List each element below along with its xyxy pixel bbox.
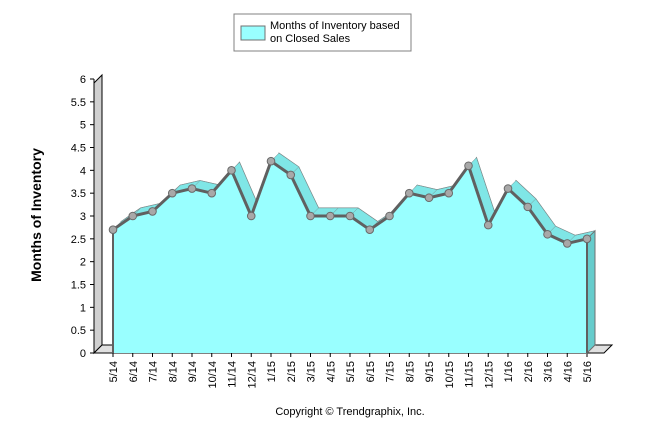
y-ticks: 0 0.5 1 1.5 2 2.5 3 3.5 4 4.5 5 5.5 6 [71, 74, 94, 360]
legend-label-line1: Months of Inventory based [270, 20, 400, 32]
data-point-3/16 [543, 229, 552, 239]
area-right-face [586, 229, 596, 355]
data-point-1/16 [503, 184, 513, 193]
data-point-7/15 [385, 211, 394, 221]
x-tick-label: 9/14 [187, 361, 199, 382]
data-point-6/15 [365, 225, 375, 234]
data-point-3/15 [306, 211, 315, 221]
x-tick-label: 12/15 [483, 361, 495, 389]
y-tick-label: 0.5 [71, 325, 86, 337]
legend-swatch [240, 25, 266, 41]
x-tick-label: 8/15 [404, 361, 416, 382]
data-point-5/16 [582, 234, 592, 244]
data-point-5/14 [108, 225, 118, 234]
data-point-4/15 [325, 211, 335, 221]
data-point-9/15 [424, 193, 434, 203]
data-point-12/14 [246, 211, 256, 221]
data-point-2/16 [523, 202, 533, 212]
x-tick-label: 4/15 [325, 361, 337, 382]
copyright-text: Copyright © Trendgraphix, Inc. [275, 406, 424, 418]
y-tick-label: 4 [80, 165, 86, 177]
y-tick-label: 5.5 [71, 97, 86, 109]
y-axis-wall [93, 73, 103, 355]
data-point-7/14 [148, 207, 157, 216]
x-tick-label: 3/16 [543, 361, 555, 382]
x-tick-label: 2/16 [523, 361, 535, 382]
x-tick-label: 6/14 [128, 361, 140, 382]
legend-label-line2: on Closed Sales [270, 33, 351, 45]
x-tick-label: 2/15 [286, 361, 298, 382]
legend: Months of Inventory based on Closed Sale… [233, 13, 412, 52]
data-point-11/14 [227, 166, 236, 175]
data-point-6/14 [128, 211, 138, 221]
area-front-face [113, 161, 587, 353]
x-tick-label: 6/15 [365, 361, 377, 382]
x-tick-label: 11/14 [227, 361, 239, 388]
y-tick-label: 0 [80, 348, 86, 360]
data-point-5/15 [345, 211, 355, 221]
x-tick-label: 5/14 [108, 361, 120, 382]
x-tick-label: 7/14 [148, 361, 160, 382]
data-point-10/14 [207, 188, 217, 198]
data-point-12/15 [483, 220, 493, 230]
x-tick-label: 5/15 [345, 361, 357, 382]
x-tick-label: 5/16 [582, 361, 594, 382]
x-tick-label: 1/15 [266, 361, 278, 382]
data-point-8/15 [404, 188, 414, 198]
y-tick-label: 2.5 [71, 234, 86, 246]
x-tick-label: 9/15 [424, 361, 436, 382]
x-tick-label: 1/16 [503, 361, 515, 382]
y-tick-label: 3.5 [71, 188, 86, 200]
x-tick-label: 8/14 [167, 361, 179, 382]
y-tick-label: 6 [80, 74, 86, 86]
data-point-11/15 [464, 161, 473, 171]
x-tick-label: 7/15 [385, 361, 397, 382]
x-tick-label: 11/15 [464, 361, 476, 388]
data-point-1/15 [266, 156, 276, 166]
y-tick-label: 3 [80, 211, 86, 223]
data-markers [108, 156, 592, 248]
x-tick-label: 10/15 [444, 361, 456, 389]
data-point-4/16 [562, 239, 572, 248]
y-axis-title: Months of Inventory [28, 148, 44, 282]
x-tick-label: 4/16 [562, 361, 574, 382]
y-tick-label: 1 [80, 302, 86, 314]
y-tick-label: 4.5 [71, 143, 86, 155]
area-series [112, 152, 596, 355]
x-tick-label: 10/14 [207, 361, 219, 389]
y-tick-label: 1.5 [71, 280, 86, 292]
x-ticks: 5/14 6/14 7/14 8/14 9/14 10/14 11/14 12/14 1/15 2… [108, 353, 594, 389]
data-point-8/14 [167, 188, 177, 198]
x-tick-label: 3/15 [306, 361, 318, 382]
data-point-2/15 [286, 170, 296, 180]
x-tick-label: 12/14 [246, 361, 258, 389]
data-point-9/14 [187, 184, 197, 193]
y-tick-label: 5 [80, 120, 86, 132]
y-tick-label: 2 [80, 257, 86, 269]
data-point-10/15 [444, 188, 454, 198]
